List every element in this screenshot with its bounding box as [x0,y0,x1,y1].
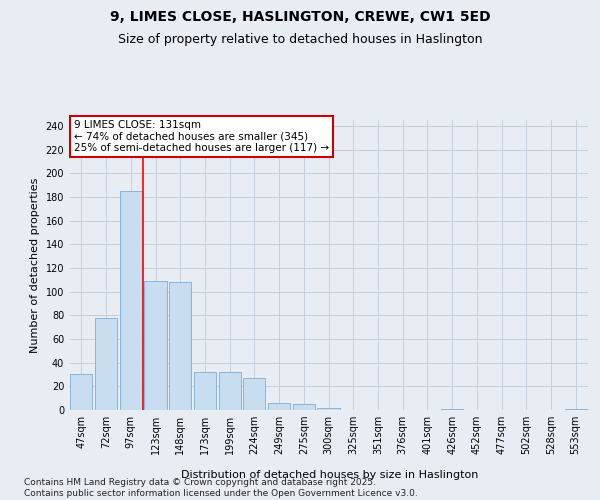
Text: 9 LIMES CLOSE: 131sqm
← 74% of detached houses are smaller (345)
25% of semi-det: 9 LIMES CLOSE: 131sqm ← 74% of detached … [74,120,329,153]
Bar [565,409,587,410]
Text: Size of property relative to detached houses in Haslington: Size of property relative to detached ho… [118,32,482,46]
Bar [268,403,290,410]
Bar [119,191,142,410]
Bar [145,281,167,410]
Bar [243,378,265,410]
Bar [194,372,216,410]
Bar [293,404,315,410]
Bar [70,374,92,410]
Bar [441,409,463,410]
Text: Contains HM Land Registry data © Crown copyright and database right 2025.
Contai: Contains HM Land Registry data © Crown c… [24,478,418,498]
Text: Distribution of detached houses by size in Haslington: Distribution of detached houses by size … [181,470,479,480]
Y-axis label: Number of detached properties: Number of detached properties [30,178,40,352]
Bar [169,282,191,410]
Bar [317,408,340,410]
Bar [218,372,241,410]
Text: 9, LIMES CLOSE, HASLINGTON, CREWE, CW1 5ED: 9, LIMES CLOSE, HASLINGTON, CREWE, CW1 5… [110,10,490,24]
Bar [95,318,117,410]
